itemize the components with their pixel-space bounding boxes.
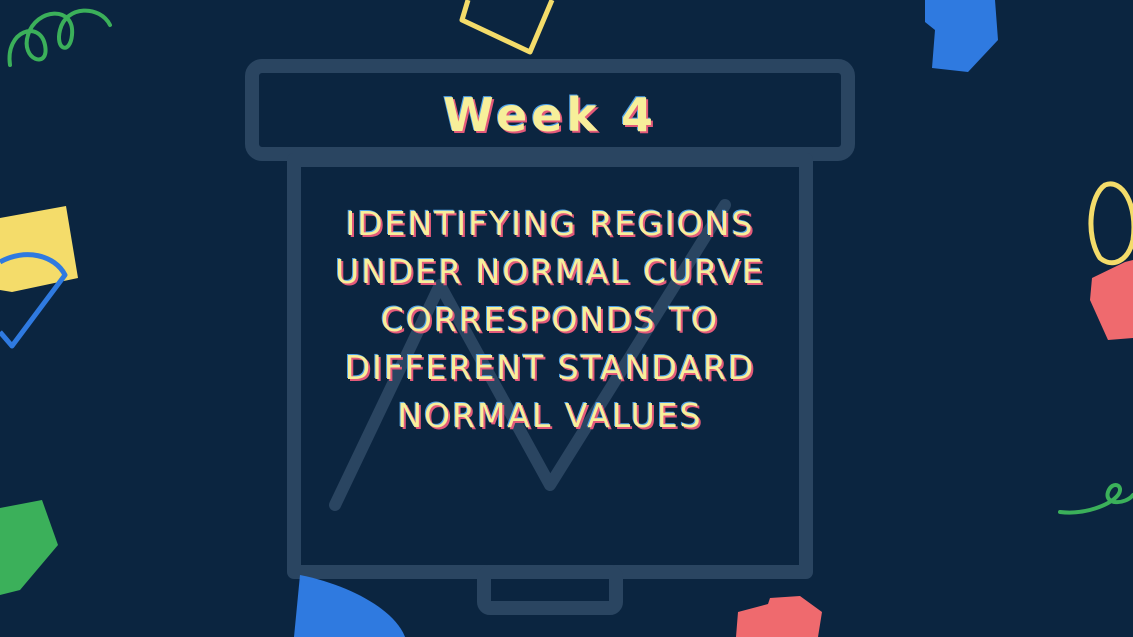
- presentation-board-icon: [245, 59, 855, 615]
- yellow-loop-icon: [1088, 181, 1133, 265]
- yellow-square-icon: [459, 0, 555, 55]
- subtitle-line: UNDER NORMAL CURVE: [335, 252, 765, 291]
- subtitle-line: IDENTIFYING REGIONS: [345, 204, 755, 243]
- slide-subtitle: IDENTIFYING REGIONS UNDER NORMAL CURVE C…: [300, 200, 800, 440]
- red-plus-block-icon: [736, 596, 822, 637]
- green-squiggle-icon: [7, 8, 112, 67]
- subtitle-line: CORRESPONDS TO: [380, 300, 720, 339]
- subtitle-line: NORMAL VALUES: [397, 396, 703, 435]
- red-block-icon: [1090, 260, 1133, 340]
- blue-square-icon: [925, 0, 998, 72]
- green-block-icon: [0, 500, 58, 595]
- blue-semicircle-icon: [294, 575, 405, 637]
- slide-title: Week 4: [442, 88, 658, 142]
- blue-arc-icon: [0, 252, 68, 349]
- subtitle-line: DIFFERENT STANDARD: [344, 348, 756, 387]
- green-curl-icon: [1058, 483, 1133, 515]
- trend-line-icon: [329, 199, 731, 511]
- yellow-block-icon: [0, 206, 78, 292]
